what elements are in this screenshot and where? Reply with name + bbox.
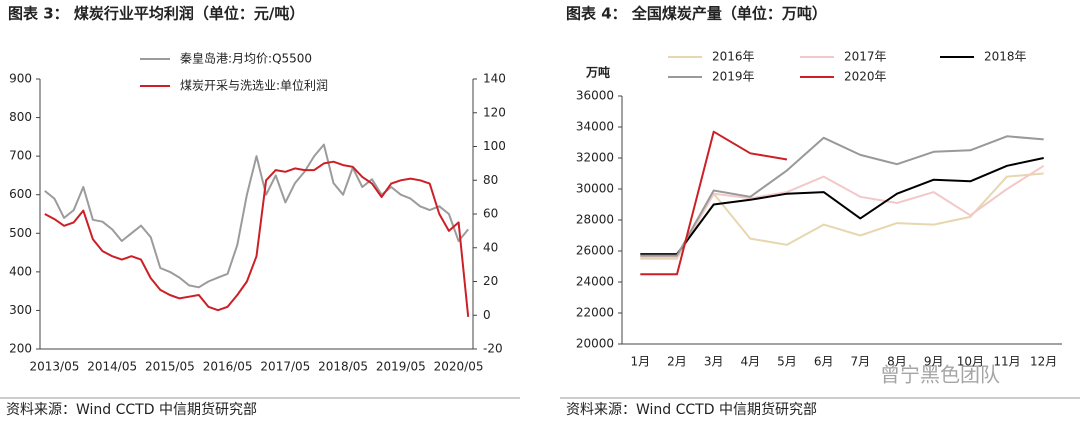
y-tick-label: 36000	[576, 89, 614, 103]
x-tick-label: 2020/05	[434, 360, 484, 374]
x-tick-label: 2013/05	[30, 360, 80, 374]
y-tick-label: 22000	[576, 306, 614, 320]
x-tick-label: 2014/05	[87, 360, 137, 374]
y2-tick-label: 0	[483, 308, 491, 322]
y-tick-label: 900	[9, 72, 32, 86]
y-tick-label: 300	[9, 303, 32, 317]
x-tick-label: 6月	[814, 355, 834, 369]
y-tick-label: 700	[9, 149, 32, 163]
series-line	[640, 135, 1044, 257]
x-tick-label: 2016/05	[203, 360, 253, 374]
source: 资料来源：Wind CCTD 中信期货研究部	[6, 401, 257, 418]
legend-label: 2016年	[712, 50, 755, 64]
legend-label: 2019年	[712, 70, 755, 84]
y-tick-label: 24000	[576, 275, 614, 289]
x-tick-label: 9月	[924, 355, 944, 369]
x-tick-label: 2018/05	[318, 360, 368, 374]
x-tick-label: 2019/05	[376, 360, 426, 374]
x-tick-label: 5月	[777, 355, 797, 369]
y-tick-label: 34000	[576, 120, 614, 134]
y-tick-label: 500	[9, 226, 32, 240]
y2-tick-label: 60	[483, 207, 498, 221]
y-tick-label: 30000	[576, 182, 614, 196]
y2-tick-label: 100	[483, 139, 506, 153]
x-tick-label: 10月	[957, 355, 984, 369]
series-line	[44, 160, 470, 318]
y2-tick-label: 120	[483, 105, 506, 119]
y-tick-label: 600	[9, 187, 32, 201]
y-tick-label: 20000	[576, 337, 614, 351]
x-tick-label: 7月	[851, 355, 871, 369]
y-axis-label: 万吨	[585, 65, 610, 80]
series-line	[44, 143, 469, 289]
y-tick-label: 32000	[576, 151, 614, 165]
y-tick-label: 28000	[576, 213, 614, 227]
y2-tick-label: -20	[483, 342, 503, 356]
y-tick-label: 400	[9, 264, 32, 278]
series-line	[640, 164, 1045, 259]
x-tick-label: 4月	[741, 355, 761, 369]
y2-tick-label: 140	[483, 72, 506, 86]
watermark: 曾宁黑色团队	[880, 363, 1000, 387]
x-tick-label: 2月	[667, 355, 687, 369]
x-tick-label: 2017/05	[260, 360, 310, 374]
x-tick-label: 1月	[631, 355, 651, 369]
chart-title: 图表 4： 全国煤炭产量（单位：万吨）	[566, 5, 827, 23]
legend-label: 秦皇岛港:月均价:Q5500	[180, 51, 312, 66]
y2-tick-label: 20	[483, 274, 498, 288]
y-tick-label: 200	[9, 342, 32, 356]
legend-label: 2017年	[844, 50, 887, 64]
x-tick-label: 8月	[887, 355, 907, 369]
series-line	[640, 130, 788, 276]
chart-title: 图表 3： 煤炭行业平均利润（单位：元/吨）	[8, 5, 304, 23]
y-tick-label: 800	[9, 110, 32, 124]
x-tick-label: 11月	[993, 355, 1020, 369]
x-tick-label: 3月	[704, 355, 724, 369]
y2-tick-label: 80	[483, 173, 498, 187]
y-tick-label: 26000	[576, 244, 614, 258]
source: 资料来源：Wind CCTD 中信期货研究部	[566, 401, 817, 418]
x-tick-label: 2015/05	[145, 360, 195, 374]
series-line	[640, 157, 1044, 256]
legend-label: 2018年	[984, 50, 1027, 64]
y2-tick-label: 40	[483, 240, 498, 254]
x-tick-label: 12月	[1030, 355, 1057, 369]
legend-label: 煤炭开采与洗选业:单位利润	[180, 78, 328, 93]
legend-label: 2020年	[844, 70, 887, 84]
